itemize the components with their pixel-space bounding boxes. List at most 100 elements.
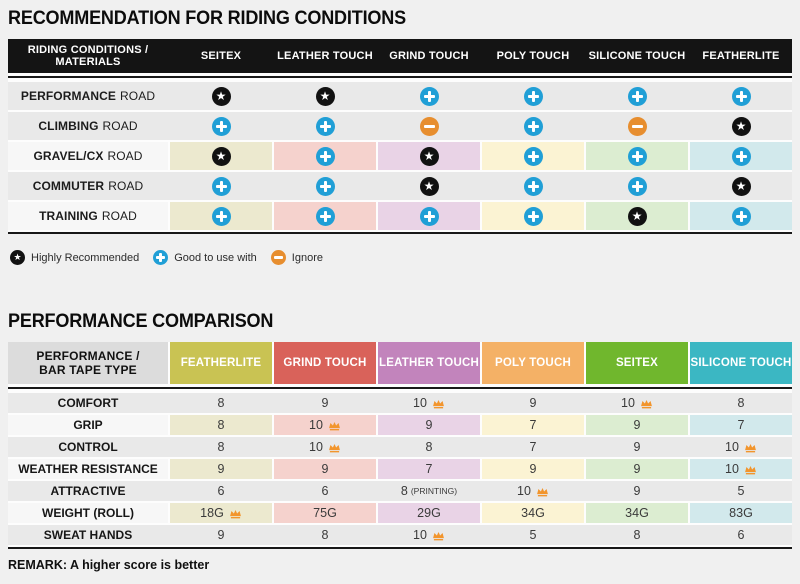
header-label-line: RIDING CONDITIONS / [27, 44, 149, 56]
metric-row-sweat-hands: SWEAT HANDS 9 8 10 5 8 6 [8, 525, 792, 545]
metric-row-weight-roll: WEIGHT (ROLL) 18G 75G 29G 34G 34G 83G [8, 503, 792, 523]
plus-icon [523, 146, 543, 166]
score-cell: 75G [274, 503, 376, 523]
score-value: 9 [321, 462, 329, 476]
star-icon: ★ [627, 206, 647, 226]
star-icon: ★ [731, 116, 751, 136]
star-icon: ★ [211, 86, 231, 106]
score-value: 83G [729, 506, 753, 520]
score-value: 8 [321, 528, 329, 542]
score-cell: 8 [170, 415, 272, 435]
score-value: 5 [529, 528, 537, 542]
score-value: 7 [529, 418, 537, 432]
condition-label: TRAINING ROAD [8, 202, 168, 230]
column-header-poly-touch: POLY TOUCH [496, 50, 570, 62]
metric-label: CONTROL [58, 440, 118, 454]
rating-cell: ★ [378, 172, 480, 200]
score-value: 34G [521, 506, 545, 520]
star-icon: ★ [10, 250, 25, 265]
header-label-line: PERFORMANCE / [36, 349, 140, 363]
score-value: 8 [217, 396, 225, 410]
score-cell: 9 [274, 459, 376, 479]
plus-icon [315, 146, 335, 166]
rating-cell [482, 142, 584, 170]
rating-cell [274, 202, 376, 230]
riding-conditions-body: PERFORMANCE ROAD ★ ★ CLIMBING ROAD ★ GRAVEL/CX R… [8, 82, 792, 230]
score-value: 6 [737, 528, 745, 542]
metric-label: WEIGHT (ROLL) [8, 503, 168, 523]
score-cell: 9 [378, 415, 480, 435]
condition-suffix: ROAD [107, 149, 143, 163]
column-header-silicone-touch: SILICONE TOUCH [690, 342, 792, 384]
score-note: (PRINTING) [410, 486, 458, 496]
column-header-leather-touch: LEATHER TOUCH [277, 50, 373, 62]
plus-icon [211, 116, 231, 136]
bar-tape-header-label: PERFORMANCE / BAR TAPE TYPE [8, 342, 168, 384]
score-value: 6 [321, 484, 329, 498]
score-value: 9 [529, 396, 537, 410]
score-cell: 7 [482, 415, 584, 435]
rating-cell [586, 112, 688, 140]
score-value: 10 [517, 484, 531, 498]
star-icon: ★ [731, 176, 751, 196]
plus-icon [523, 176, 543, 196]
metric-row-attractive: ATTRACTIVE 6 6 8 (PRINTING) 10 9 5 [8, 481, 792, 501]
column-header-silicone-touch: SILICONE TOUCH [588, 50, 686, 62]
rating-cell [586, 142, 688, 170]
condition-row-commuter: COMMUTER ROAD ★ ★ [8, 172, 792, 200]
score-cell: 10 [690, 459, 792, 479]
legend-label: Good to use with [174, 251, 257, 264]
crown-icon [640, 399, 653, 409]
riding-conditions-header-row: RIDING CONDITIONS / MATERIALS SEITEX LEATHE… [8, 39, 792, 73]
plus-icon [523, 116, 543, 136]
rating-cell [170, 172, 272, 200]
metric-label: COMFORT [57, 396, 119, 410]
condition-name: COMMUTER [32, 179, 105, 193]
crown-icon [744, 465, 757, 475]
score-value: 8 [217, 418, 225, 432]
score-cell: 9 [586, 437, 688, 457]
metric-label: SWEAT HANDS [43, 528, 133, 542]
score-cell: 6 [170, 481, 272, 501]
score-value: 8 [633, 528, 641, 542]
score-cell: 7 [378, 459, 480, 479]
condition-label: PERFORMANCE ROAD [8, 82, 168, 110]
column-header-grind-touch: GRIND TOUCH [389, 50, 469, 62]
header-divider-line [8, 76, 792, 78]
condition-suffix: ROAD [101, 209, 137, 223]
score-value: 9 [529, 462, 537, 476]
header-divider-line [8, 387, 792, 389]
condition-label: CLIMBING ROAD [8, 112, 168, 140]
header-label-line: BAR TAPE TYPE [39, 363, 137, 377]
remark: REMARK: A higher score is better [8, 558, 210, 572]
plus-icon [315, 116, 335, 136]
table-bottom-border [8, 232, 792, 234]
rating-cell: ★ [170, 82, 272, 110]
rating-cell [690, 202, 792, 230]
score-value: 75G [313, 506, 337, 520]
rating-legend: ★ Highly Recommended Good to use with Ignor… [10, 250, 792, 265]
plus-icon [153, 250, 169, 265]
rating-cell: ★ [586, 202, 688, 230]
score-cell: 29G [378, 503, 480, 523]
score-cell: 10 [482, 481, 584, 501]
score-cell: 10 [378, 525, 480, 545]
section1-title: RECOMMENDATION FOR RIDING CONDITIONS [8, 8, 406, 29]
condition-row-performance: PERFORMANCE ROAD ★ ★ [8, 82, 792, 110]
score-value: 7 [737, 418, 745, 432]
condition-row-gravel-cx: GRAVEL/CX ROAD ★ ★ [8, 142, 792, 170]
condition-suffix: ROAD [120, 89, 156, 103]
plus-icon [731, 206, 751, 226]
rating-cell [378, 112, 480, 140]
star-icon: ★ [419, 146, 439, 166]
rating-cell: ★ [170, 142, 272, 170]
score-cell: 9 [586, 481, 688, 501]
crown-icon [536, 487, 549, 497]
score-value: 10 [413, 396, 427, 410]
rating-cell [274, 112, 376, 140]
condition-suffix: ROAD [108, 179, 144, 193]
score-value: 5 [737, 484, 745, 498]
rating-cell [274, 172, 376, 200]
score-cell: 9 [482, 393, 584, 413]
